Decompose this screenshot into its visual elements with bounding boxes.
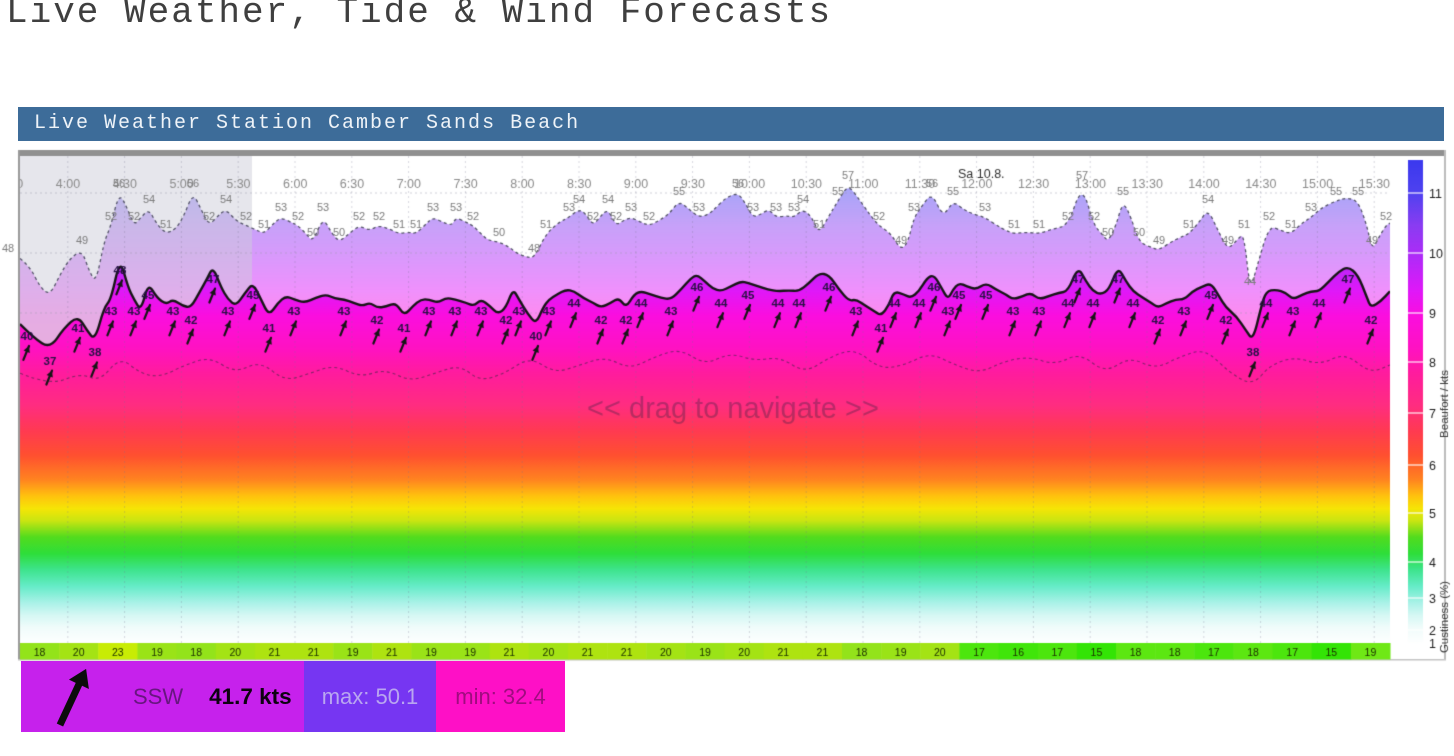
min-wind-value: min: 32.4: [455, 683, 546, 709]
current-wind-segment: SSW 41.7 kts: [21, 661, 304, 732]
wind-summary-panel: SSW 41.7 kts max: 50.1 min: 32.4: [21, 661, 565, 732]
wind-direction-arrow-icon: [56, 668, 89, 727]
wind-speed-value: 41.7 kts: [209, 683, 292, 709]
wind-direction-label: SSW: [133, 683, 184, 709]
max-wind-segment: max: 50.1: [304, 661, 436, 732]
wind-forecast-chart: [0, 0, 1454, 680]
min-wind-segment: min: 32.4: [436, 661, 565, 732]
max-wind-value: max: 50.1: [321, 683, 419, 709]
wind-chart-canvas[interactable]: [0, 0, 1454, 680]
